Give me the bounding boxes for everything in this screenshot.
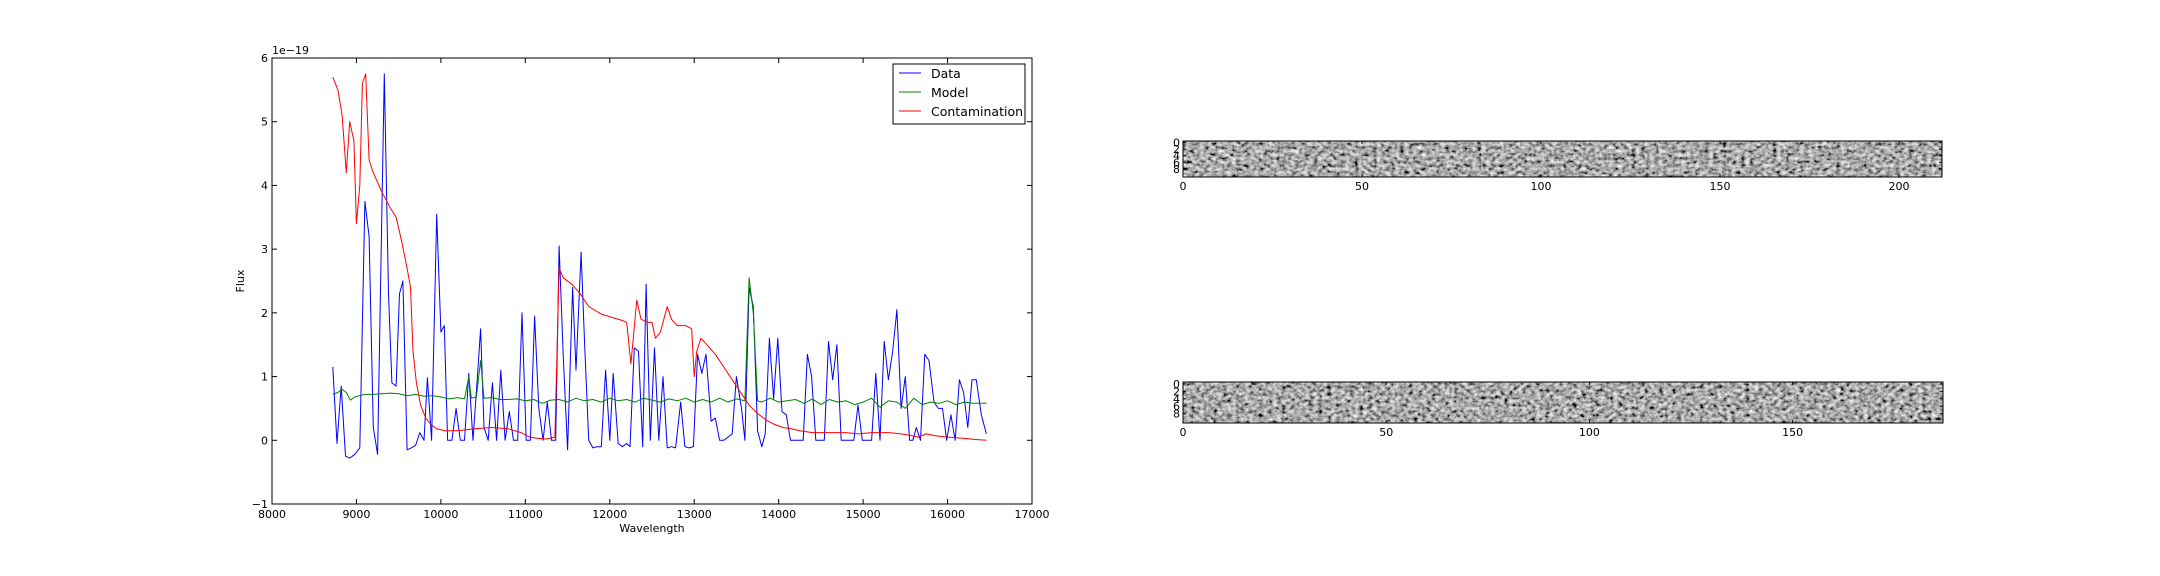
- x-tick-label: 200: [1889, 180, 1910, 193]
- spectrum-image-top-frame: [1182, 140, 1943, 178]
- legend-label-data: Data: [931, 66, 961, 81]
- x-tick-label: 13000: [677, 508, 712, 521]
- x-axis-label: Wavelength: [619, 522, 684, 535]
- spectrum-image-top-pixels: [1183, 141, 1942, 177]
- y-scale-label: 1e−19: [272, 44, 309, 57]
- x-tick-label: 10000: [423, 508, 458, 521]
- y-tick-label: 4: [1173, 150, 1180, 163]
- y-tick-label: 2: [261, 307, 268, 320]
- y-tick-label: 0: [261, 434, 268, 447]
- x-tick-label: 100: [1531, 180, 1552, 193]
- y-tick-label: 1: [261, 371, 268, 384]
- x-tick-label: 100: [1579, 426, 1600, 439]
- legend-box: [892, 63, 1026, 125]
- series-line-model: [332, 277, 987, 409]
- series-line-data: [332, 73, 987, 459]
- x-tick-label: 17000: [1015, 508, 1050, 521]
- spectrum-plot-frame: [271, 57, 1033, 505]
- legend: Data Model Contamination: [892, 63, 1026, 125]
- x-tick-label: 9000: [342, 508, 370, 521]
- y-tick-label: 8: [1173, 408, 1180, 421]
- y-axis-label: Flux: [234, 269, 247, 292]
- x-tick-label: 12000: [592, 508, 627, 521]
- x-tick-label: 150: [1782, 426, 1803, 439]
- x-tick-label: 11000: [508, 508, 543, 521]
- spectrum-image-bottom-pixels: [1183, 382, 1943, 423]
- x-tick-label: 14000: [761, 508, 796, 521]
- y-tick-label: 4: [1173, 393, 1180, 406]
- x-tick-label: 50: [1379, 426, 1393, 439]
- y-tick-label: 6: [1173, 156, 1180, 169]
- y-tick-label: 2: [1173, 143, 1180, 156]
- y-tick-label: 4: [261, 179, 268, 192]
- y-tick-label: 2: [1173, 385, 1180, 398]
- y-tick-label: 0: [1173, 378, 1180, 391]
- y-tick-label: 6: [261, 52, 268, 65]
- spectrum-plot: 8000 9000 10000 11000 12000 13000 14000 15000 16…: [234, 44, 1050, 535]
- y-tick-label: −1: [252, 498, 268, 511]
- x-tick-label: 0: [1180, 426, 1187, 439]
- series-line-contamination: [332, 73, 987, 441]
- x-tick-label: 8000: [258, 508, 286, 521]
- spectrum-axis-ticks: 8000 9000 10000 11000 12000 13000 14000 15000 16…: [252, 52, 1050, 521]
- y-tick-label: 8: [1173, 163, 1180, 176]
- y-tick-label: 3: [261, 243, 268, 256]
- spectrum-series: [332, 73, 987, 459]
- legend-label-model: Model: [931, 85, 969, 100]
- legend-label-contamination: Contamination: [931, 104, 1023, 119]
- y-tick-label: 5: [261, 116, 268, 129]
- spectrum-image-bottom-frame: [1182, 381, 1944, 424]
- y-tick-label: 6: [1173, 400, 1180, 413]
- x-tick-label: 50: [1355, 180, 1369, 193]
- x-tick-label: 150: [1710, 180, 1731, 193]
- x-tick-label: 0: [1180, 180, 1187, 193]
- y-tick-label: 0: [1173, 137, 1180, 150]
- x-tick-label: 16000: [930, 508, 965, 521]
- x-tick-label: 15000: [846, 508, 881, 521]
